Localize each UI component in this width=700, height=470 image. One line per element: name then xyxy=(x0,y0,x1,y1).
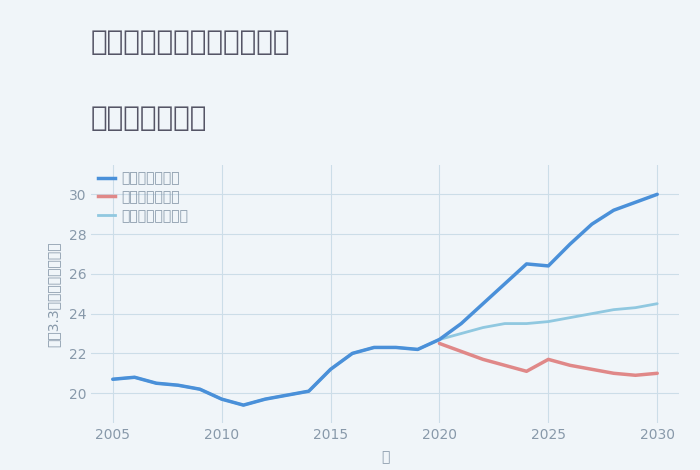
グッドシナリオ xyxy=(218,396,226,402)
ノーマルシナリオ xyxy=(414,346,422,352)
グッドシナリオ xyxy=(435,337,444,342)
グッドシナリオ xyxy=(610,207,618,213)
バッドシナリオ xyxy=(566,362,574,368)
ノーマルシナリオ xyxy=(370,345,378,350)
Y-axis label: 坪（3.3㎡）単価（万円）: 坪（3.3㎡）単価（万円） xyxy=(46,241,60,346)
ノーマルシナリオ xyxy=(304,388,313,394)
ノーマルシナリオ xyxy=(130,375,139,380)
グッドシナリオ xyxy=(196,386,204,392)
グッドシナリオ xyxy=(348,351,356,356)
バッドシナリオ xyxy=(610,370,618,376)
Line: ノーマルシナリオ: ノーマルシナリオ xyxy=(113,304,657,405)
バッドシナリオ xyxy=(435,341,444,346)
グッドシナリオ xyxy=(239,402,248,408)
ノーマルシナリオ xyxy=(588,311,596,316)
グッドシナリオ xyxy=(522,261,531,267)
ノーマルシナリオ xyxy=(392,345,400,350)
バッドシナリオ xyxy=(457,349,466,354)
グッドシナリオ xyxy=(370,345,378,350)
Text: 土地の価格推移: 土地の価格推移 xyxy=(91,103,207,132)
ノーマルシナリオ xyxy=(152,380,160,386)
ノーマルシナリオ xyxy=(348,351,356,356)
ノーマルシナリオ xyxy=(500,321,509,326)
ノーマルシナリオ xyxy=(544,319,552,324)
バッドシナリオ xyxy=(653,370,662,376)
グッドシナリオ xyxy=(566,241,574,247)
グッドシナリオ xyxy=(479,301,487,306)
グッドシナリオ xyxy=(152,380,160,386)
グッドシナリオ xyxy=(631,199,640,205)
ノーマルシナリオ xyxy=(218,396,226,402)
グッドシナリオ xyxy=(174,383,182,388)
ノーマルシナリオ xyxy=(283,392,291,398)
ノーマルシナリオ xyxy=(261,396,270,402)
X-axis label: 年: 年 xyxy=(381,450,389,464)
グッドシナリオ xyxy=(261,396,270,402)
バッドシナリオ xyxy=(631,372,640,378)
グッドシナリオ xyxy=(457,321,466,326)
バッドシナリオ xyxy=(522,368,531,374)
ノーマルシナリオ xyxy=(196,386,204,392)
ノーマルシナリオ xyxy=(653,301,662,306)
ノーマルシナリオ xyxy=(479,325,487,330)
ノーマルシナリオ xyxy=(239,402,248,408)
Legend: グッドシナリオ, バッドシナリオ, ノーマルシナリオ: グッドシナリオ, バッドシナリオ, ノーマルシナリオ xyxy=(98,172,188,223)
ノーマルシナリオ xyxy=(610,307,618,313)
グッドシナリオ xyxy=(108,376,117,382)
グッドシナリオ xyxy=(544,263,552,269)
ノーマルシナリオ xyxy=(326,367,335,372)
Line: グッドシナリオ: グッドシナリオ xyxy=(113,194,657,405)
グッドシナリオ xyxy=(653,191,662,197)
Line: バッドシナリオ: バッドシナリオ xyxy=(440,344,657,375)
ノーマルシナリオ xyxy=(435,337,444,342)
グッドシナリオ xyxy=(414,346,422,352)
グッドシナリオ xyxy=(588,221,596,227)
ノーマルシナリオ xyxy=(566,315,574,321)
Text: 兵庫県西宮市名塩木之元の: 兵庫県西宮市名塩木之元の xyxy=(91,28,290,56)
グッドシナリオ xyxy=(304,388,313,394)
グッドシナリオ xyxy=(326,367,335,372)
ノーマルシナリオ xyxy=(457,331,466,337)
バッドシナリオ xyxy=(479,357,487,362)
ノーマルシナリオ xyxy=(522,321,531,326)
グッドシナリオ xyxy=(500,281,509,287)
ノーマルシナリオ xyxy=(108,376,117,382)
グッドシナリオ xyxy=(130,375,139,380)
バッドシナリオ xyxy=(588,367,596,372)
バッドシナリオ xyxy=(544,357,552,362)
バッドシナリオ xyxy=(500,362,509,368)
ノーマルシナリオ xyxy=(631,305,640,311)
グッドシナリオ xyxy=(392,345,400,350)
ノーマルシナリオ xyxy=(174,383,182,388)
グッドシナリオ xyxy=(283,392,291,398)
